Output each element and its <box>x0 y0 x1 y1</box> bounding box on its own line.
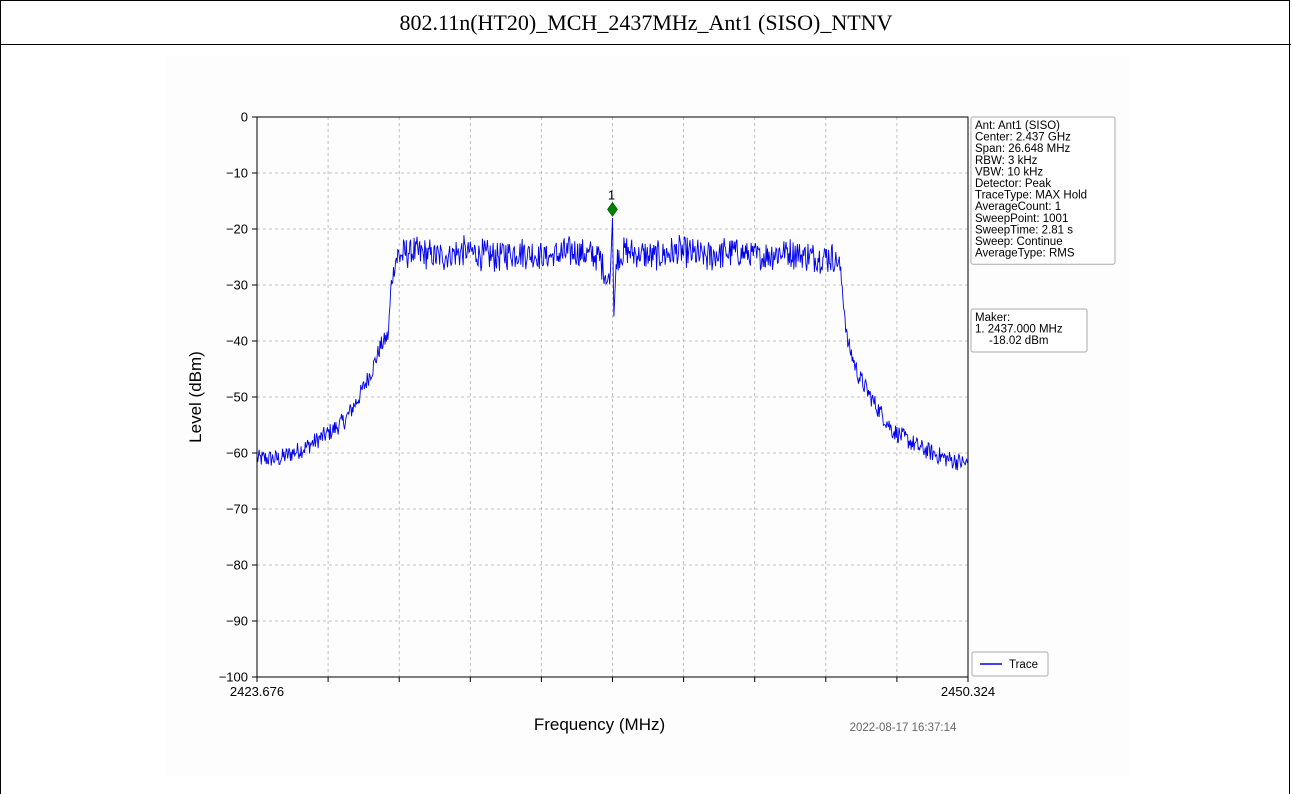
y-tick-label: −60 <box>226 446 248 461</box>
legend-frame <box>971 651 1049 677</box>
title-row: 802.11n(HT20)_MCH_2437MHz_Ant1 (SISO)_NT… <box>1 1 1291 45</box>
info-line: Ant: Ant1 (SISO) <box>975 120 1060 132</box>
marker-diamond <box>607 201 618 217</box>
y-axis-label: Level (dBm) <box>186 351 205 443</box>
marker-label: 1 <box>608 187 615 202</box>
legend: Trace <box>971 651 1049 677</box>
info-line: SweepTime: 2.81 s <box>975 224 1073 236</box>
y-ticks: 0 −10 −20 −30 −40 −50 −60 −70 −80 −90 −100 <box>219 110 257 685</box>
y-tick-label: −50 <box>226 390 248 405</box>
timestamp: 2022-08-17 16:37:14 <box>850 722 957 734</box>
x-axis-label: Frequency (MHz) <box>534 715 665 734</box>
marker-info-line: -18.02 dBm <box>989 335 1048 347</box>
x-tick-label: 2423.676 <box>230 684 284 699</box>
y-tick-label: −80 <box>226 558 248 573</box>
y-tick-label: −100 <box>219 670 248 685</box>
trace-line <box>256 217 969 471</box>
info-line: RBW: 3 kHz <box>975 155 1038 167</box>
info-box-frame <box>970 116 1116 265</box>
y-tick-label: −40 <box>226 334 248 349</box>
legend-entry: Trace <box>1009 659 1038 671</box>
page-title: 802.11n(HT20)_MCH_2437MHz_Ant1 (SISO)_NT… <box>399 9 893 35</box>
y-tick-label: −30 <box>226 278 248 293</box>
info-line: Sweep: Continue <box>975 236 1063 248</box>
marker-box-frame <box>970 308 1088 353</box>
marker-info-box: Maker:1. 2437.000 MHz-18.02 dBm <box>970 308 1088 353</box>
y-tick-label: −70 <box>226 502 248 517</box>
info-line: SweepPoint: 1001 <box>975 213 1068 225</box>
y-tick-label: −20 <box>226 222 248 237</box>
info-line: Center: 2.437 GHz <box>975 132 1071 144</box>
marker-info-line: Maker: <box>975 312 1010 324</box>
info-line: Detector: Peak <box>975 178 1051 190</box>
y-tick-label: −10 <box>226 166 248 181</box>
info-line: VBW: 10 kHz <box>975 166 1043 178</box>
info-line: Span: 26.648 MHz <box>975 143 1071 155</box>
info-line: AverageCount: 1 <box>975 201 1061 213</box>
marker-info-line: 1. 2437.000 MHz <box>975 324 1063 336</box>
info-line: TraceType: MAX Hold <box>975 190 1087 202</box>
x-tick-label: 2450.324 <box>941 684 995 699</box>
marker-layer: 1 <box>607 187 618 217</box>
y-tick-label: −90 <box>226 614 248 629</box>
y-tick-label: 0 <box>241 110 248 125</box>
info-line: AverageType: RMS <box>975 248 1075 260</box>
x-ticks: 2423.676 2450.324 <box>230 677 995 699</box>
chart-background <box>165 56 1130 776</box>
trace-layer <box>256 217 969 471</box>
